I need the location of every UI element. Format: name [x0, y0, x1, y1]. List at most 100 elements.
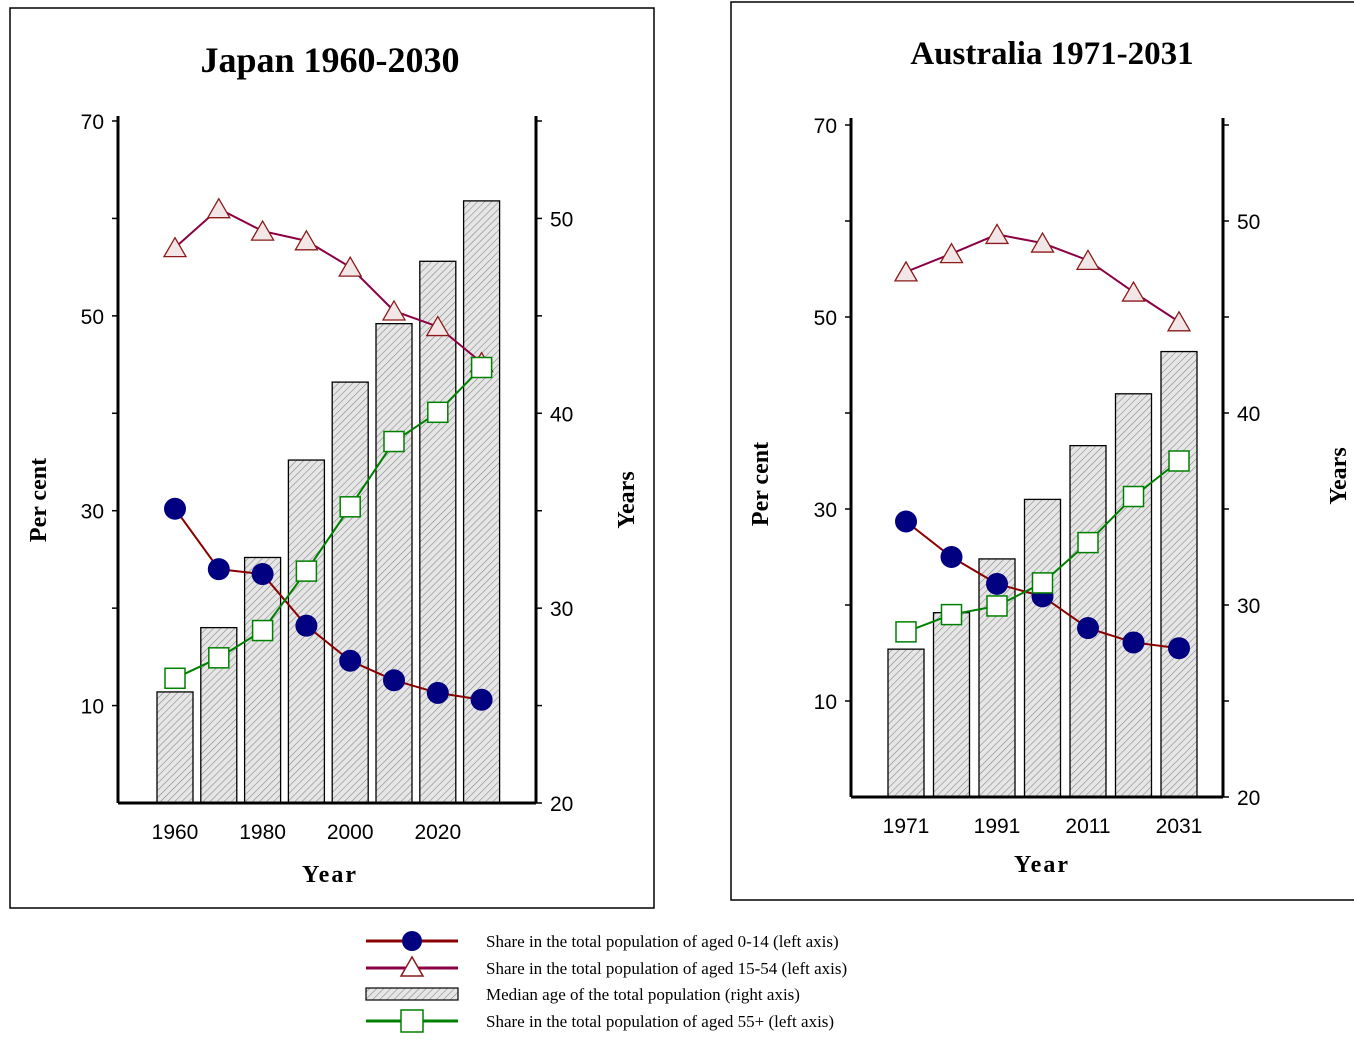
japan-point-aged-15-54: [338, 255, 363, 277]
australia-median-age-bar: [1160, 350, 1198, 798]
japan-x-tick-label: 2020: [414, 821, 461, 844]
japan-right-tick-label: 30: [550, 598, 573, 621]
legend-label: Share in the total population of aged 55…: [486, 1012, 834, 1031]
australia-point-aged-0-14: [1077, 617, 1099, 640]
japan-point-aged-0-14: [426, 681, 449, 704]
japan-x-tick-label: 1960: [152, 821, 199, 844]
japan-title: Japan 1960-2030: [200, 40, 459, 80]
japan-point-aged-55-plus: [295, 560, 318, 582]
japan-point-aged-15-54: [250, 219, 275, 241]
australia-point-aged-15-54: [1121, 280, 1146, 302]
japan-left-tick-label: 50: [81, 306, 104, 329]
japan-xlabel: Year: [302, 862, 358, 888]
japan-left-tick-label: 10: [81, 696, 104, 719]
japan-left-tick-label: 30: [81, 501, 104, 524]
australia-right-tick-label: 20: [1237, 787, 1260, 810]
australia-median-age-bar: [1023, 498, 1062, 798]
australia-right-tick-label: 40: [1237, 403, 1260, 426]
australia-left-tick-label: 70: [814, 115, 837, 138]
legend-item-median-age: Median age of the total population (righ…: [365, 985, 800, 1004]
australia-plot-area: 10 30 50 70 20 30 40 50 1971 1991 2011 2031: [814, 115, 1261, 838]
japan-point-aged-55-plus: [251, 619, 274, 642]
australia-x-tick-label: 1971: [883, 815, 930, 838]
legend-item-aged-55-plus: Share in the total population of aged 55…: [366, 1009, 834, 1033]
japan-median-age-bar: [331, 381, 369, 804]
legend-label: Share in the total population of aged 15…: [486, 959, 847, 978]
japan-x-tick-label: 1980: [239, 821, 286, 844]
japan-x-tick-label: 2000: [327, 821, 374, 844]
australia-point-aged-55-plus: [986, 595, 1008, 617]
japan-plot-area: 10 30 50 70 20 30 40 50 1960 1980 2000 2020: [81, 111, 574, 844]
australia-x-tick-label: 1991: [974, 815, 1021, 838]
australia-xlabel: Year: [1014, 852, 1070, 878]
japan-point-aged-15-54: [381, 299, 407, 321]
australia-point-aged-0-14: [895, 510, 917, 533]
australia-point-aged-15-54: [939, 242, 964, 264]
japan-point-aged-55-plus: [339, 496, 361, 518]
australia-frame: [730, 1, 1354, 901]
japan-median-age-bar: [419, 260, 457, 804]
australia-point-aged-55-plus: [1122, 485, 1145, 508]
japan-point-aged-0-14: [383, 669, 405, 692]
australia-title: Australia 1971-2031: [910, 36, 1193, 72]
legend-item-aged-15-54: Share in the total population of aged 15…: [366, 955, 847, 978]
australia-point-aged-55-plus: [895, 621, 917, 643]
japan-point-aged-55-plus: [383, 430, 405, 453]
japan-median-age-bar: [375, 323, 413, 804]
australia-right-tick-label: 30: [1237, 595, 1260, 618]
legend-hatched-bar: [365, 987, 459, 1001]
australia-left-tick-label: 30: [814, 499, 837, 522]
japan-median-age-bar: [156, 691, 194, 804]
japan-right-tick-label: 50: [550, 208, 573, 231]
australia-x-tick-label: 2031: [1156, 815, 1203, 838]
australia-point-aged-15-54: [893, 260, 919, 282]
legend-square-marker: [400, 1009, 424, 1033]
japan-panel: Japan 1960-2030 10 30 50 70 20 30 40 50 1960 1980…: [9, 7, 655, 909]
australia-point-aged-55-plus: [940, 603, 963, 626]
australia-point-aged-15-54: [1075, 249, 1101, 271]
australia-ylabel-right: Years: [1326, 447, 1352, 504]
australia-point-aged-15-54: [1166, 310, 1192, 332]
australia-point-aged-0-14: [986, 572, 1008, 595]
japan-point-aged-55-plus: [164, 667, 186, 690]
australia-point-aged-15-54: [984, 223, 1010, 245]
australia-panel: Australia 1971-2031 10 30 50 70 20 30 40 50 1971…: [730, 1, 1354, 901]
japan-frame: [9, 7, 655, 909]
legend: Share in the total population of aged 0-…: [365, 931, 847, 1033]
australia-point-aged-55-plus: [1031, 572, 1054, 594]
japan-point-aged-0-14: [164, 497, 186, 520]
australia-left-tick-label: 10: [814, 691, 837, 714]
australia-ylabel-left: Per cent: [748, 442, 774, 526]
japan-point-aged-0-14: [339, 649, 362, 672]
japan-left-tick-label: 70: [81, 111, 104, 134]
australia-point-aged-55-plus: [1168, 450, 1190, 472]
australia-point-aged-0-14: [1122, 631, 1145, 654]
legend-label: Share in the total population of aged 0-…: [486, 932, 839, 951]
legend-label: Median age of the total population (righ…: [486, 985, 800, 1004]
japan-point-aged-0-14: [251, 563, 274, 586]
japan-median-age-bar: [243, 556, 282, 804]
australia-point-aged-55-plus: [1077, 531, 1099, 554]
legend-item-aged-0-14: Share in the total population of aged 0-…: [366, 931, 839, 951]
japan-right-tick-label: 20: [550, 793, 573, 816]
japan-median-age-bar: [462, 200, 501, 804]
australia-median-age-bar: [887, 648, 925, 798]
japan-point-aged-55-plus: [470, 356, 493, 379]
australia-median-age-bar: [932, 612, 971, 798]
japan-ylabel-left: Per cent: [26, 458, 52, 542]
legend-circle-marker: [402, 931, 422, 951]
australia-point-aged-15-54: [1030, 231, 1055, 253]
australia-point-aged-0-14: [1168, 637, 1190, 660]
japan-point-aged-0-14: [470, 688, 493, 711]
japan-point-aged-15-54: [294, 229, 319, 251]
australia-median-age-bar: [1114, 393, 1153, 798]
japan-point-aged-55-plus: [208, 647, 230, 669]
australia-left-tick-label: 50: [814, 307, 837, 330]
legend-triangle-marker: [399, 955, 425, 977]
japan-point-aged-0-14: [207, 558, 230, 581]
japan-ylabel-right: Years: [614, 471, 640, 528]
japan-point-aged-15-54: [162, 236, 188, 258]
japan-point-aged-15-54: [206, 197, 231, 219]
japan-point-aged-15-54: [425, 315, 450, 337]
